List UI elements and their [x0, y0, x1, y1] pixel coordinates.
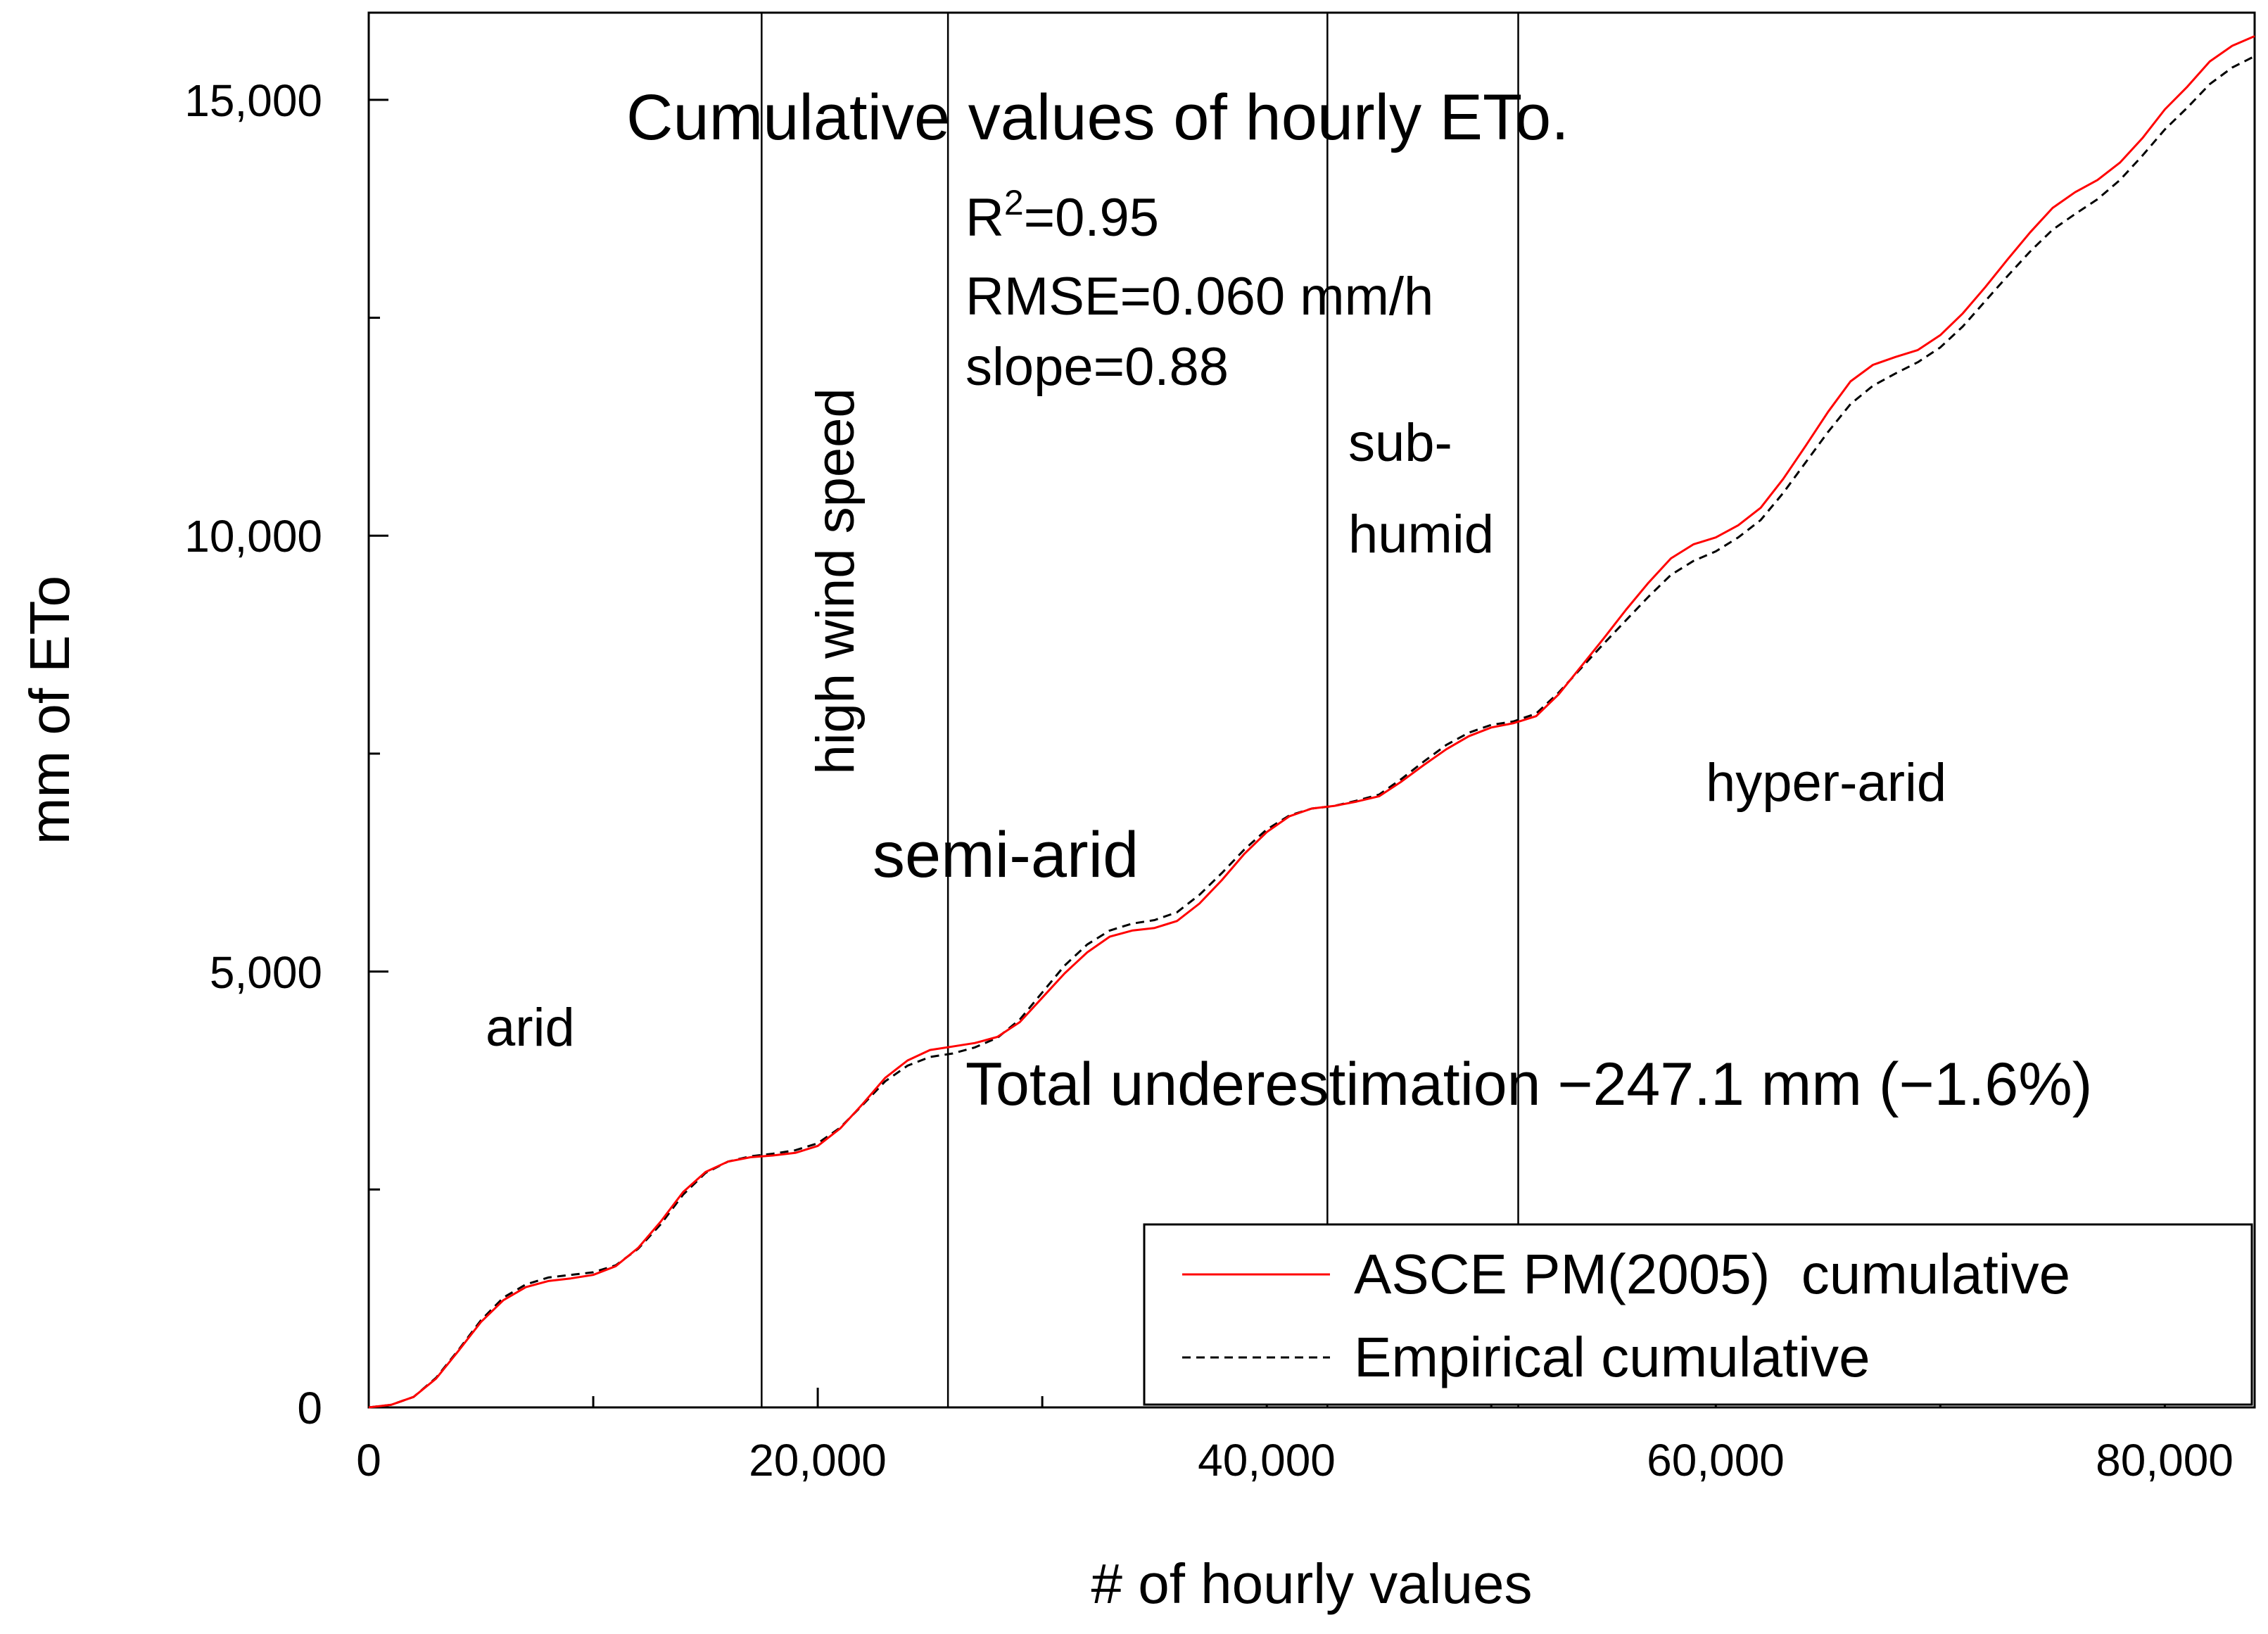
x-tick-label-80000: 80,000: [2096, 1435, 2234, 1486]
y-axis-label: mm of ETo: [18, 576, 81, 844]
stat-slope: slope=0.88: [965, 337, 1229, 397]
series-empirical-cumulative-line: [368, 55, 2255, 1409]
region-label-semi-arid: semi-arid: [873, 819, 1139, 891]
plot-frame: [367, 11, 2256, 1409]
y-tick-label-10000: 10,000: [184, 511, 322, 562]
y-tick-label-0: 0: [297, 1383, 322, 1433]
region-label-high-wind-speed: high wind speed: [806, 388, 866, 774]
stat-r2-value: =0.95: [1024, 188, 1159, 248]
region-label-sub-humid-line1: sub-: [1348, 413, 1452, 473]
legend: ASCE PM(2005) cumulative Empirical cumul…: [1143, 1223, 2253, 1406]
x-tick-label-20000: 20,000: [749, 1435, 887, 1486]
region-label-hyper-arid: hyper-arid: [1706, 753, 1946, 813]
y-tick-label-5000: 5,000: [210, 947, 322, 998]
region-label-arid: arid: [486, 998, 575, 1058]
stat-r2: R2=0.95: [965, 183, 1159, 248]
total-underestimation-annotation: Total underestimation −247.1 mm (−1.6%): [965, 1051, 2092, 1118]
x-tick-label-60000: 60,000: [1647, 1435, 1785, 1486]
x-tick-label-0: 0: [356, 1435, 381, 1486]
series-asce-pm-2005-cumulative-line: [368, 35, 2255, 1409]
y-tick-label-15000: 15,000: [184, 75, 322, 126]
region-dividers: [761, 13, 1519, 1407]
stat-r2-prefix: R: [965, 188, 1004, 248]
stat-rmse: RMSE=0.060 mm/h: [965, 267, 1433, 327]
chart-title: Cumulative values of hourly ETo.: [626, 82, 1569, 153]
y-tick-labels: 0 5,000 10,000 15,000: [184, 75, 322, 1433]
x-tick-labels: 0 20,000 40,000 60,000 80,000: [356, 1435, 2234, 1486]
stat-r2-superscript: 2: [1004, 183, 1024, 222]
region-label-sub-humid-line2: humid: [1348, 505, 1494, 564]
x-axis-label: # of hourly values: [1091, 1552, 1532, 1615]
x-tick-label-40000: 40,000: [1198, 1435, 1336, 1486]
legend-label-asce: ASCE PM(2005) cumulative: [1354, 1243, 2070, 1305]
legend-box: [1143, 1223, 2253, 1406]
series-layer: [368, 35, 2255, 1409]
legend-label-empirical: Empirical cumulative: [1354, 1326, 1870, 1388]
